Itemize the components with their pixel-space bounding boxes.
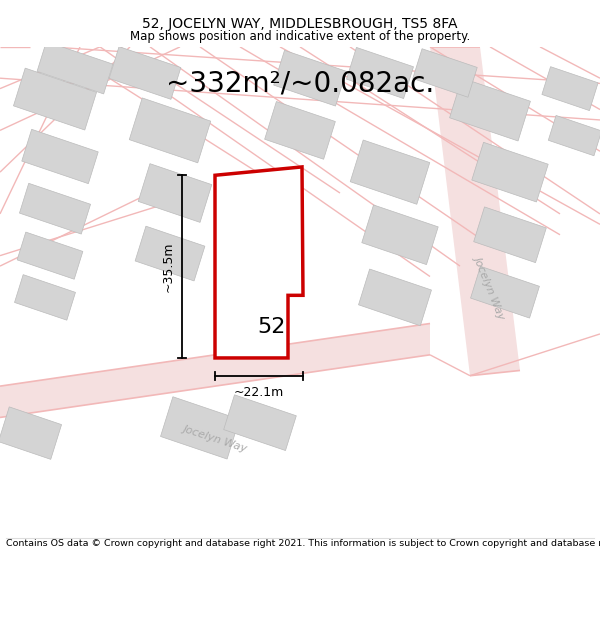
Polygon shape bbox=[161, 397, 239, 459]
Text: Jocelyn Way: Jocelyn Way bbox=[473, 254, 507, 320]
Polygon shape bbox=[430, 47, 520, 376]
Polygon shape bbox=[265, 101, 335, 159]
Polygon shape bbox=[0, 324, 430, 418]
Polygon shape bbox=[138, 164, 212, 222]
Polygon shape bbox=[19, 183, 91, 234]
Polygon shape bbox=[350, 140, 430, 204]
Polygon shape bbox=[109, 47, 181, 99]
Text: 52, JOCELYN WAY, MIDDLESBROUGH, TS5 8FA: 52, JOCELYN WAY, MIDDLESBROUGH, TS5 8FA bbox=[142, 17, 458, 31]
Text: Contains OS data © Crown copyright and database right 2021. This information is : Contains OS data © Crown copyright and d… bbox=[6, 539, 600, 548]
Polygon shape bbox=[472, 142, 548, 202]
Polygon shape bbox=[449, 78, 530, 141]
Polygon shape bbox=[14, 274, 76, 320]
Polygon shape bbox=[17, 232, 83, 279]
Polygon shape bbox=[13, 68, 97, 130]
Polygon shape bbox=[37, 42, 113, 94]
Polygon shape bbox=[22, 129, 98, 184]
Text: Map shows position and indicative extent of the property.: Map shows position and indicative extent… bbox=[130, 30, 470, 42]
Polygon shape bbox=[362, 205, 438, 264]
Polygon shape bbox=[359, 269, 431, 326]
Polygon shape bbox=[215, 167, 303, 358]
Polygon shape bbox=[0, 407, 62, 459]
Polygon shape bbox=[470, 266, 539, 318]
Polygon shape bbox=[542, 67, 598, 111]
Text: Jocelyn Way: Jocelyn Way bbox=[182, 423, 248, 454]
Text: ~35.5m: ~35.5m bbox=[161, 241, 175, 292]
Polygon shape bbox=[413, 49, 477, 98]
Polygon shape bbox=[274, 51, 346, 106]
Polygon shape bbox=[129, 98, 211, 163]
Polygon shape bbox=[473, 207, 547, 262]
Polygon shape bbox=[548, 116, 600, 156]
Polygon shape bbox=[224, 395, 296, 451]
Text: ~332m²/~0.082ac.: ~332m²/~0.082ac. bbox=[166, 69, 434, 98]
Text: 52: 52 bbox=[257, 317, 286, 337]
Text: ~22.1m: ~22.1m bbox=[234, 386, 284, 399]
Polygon shape bbox=[347, 48, 413, 99]
Polygon shape bbox=[135, 226, 205, 281]
